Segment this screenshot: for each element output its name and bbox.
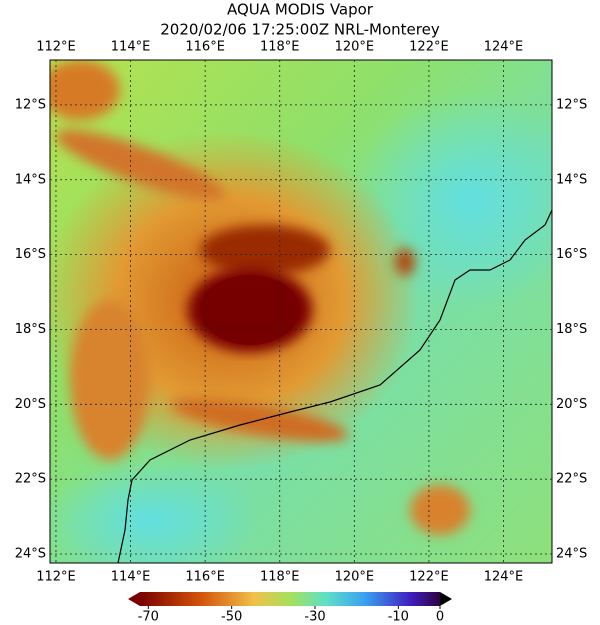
lon-label: 116°E [185,40,225,55]
colorbar [140,592,440,606]
lon-label: 112°E [36,570,76,585]
lat-label: 20°S [556,397,587,412]
lon-label: 124°E [484,570,524,585]
lat-label: 22°S [556,472,587,487]
lon-label: 118°E [260,40,300,55]
colorbar-tick-label: 0 [436,610,444,625]
colorbar-tick-label: -50 [221,610,242,625]
colorbar-tick-label: -30 [304,610,325,625]
subtitle: 2020/02/06 17:25:00Z NRL-Monterey [160,21,440,39]
lon-label: 120°E [335,570,375,585]
lon-label: 122°E [409,40,449,55]
satellite-image [50,60,552,563]
lat-label: 20°S [15,397,46,412]
lat-label: 16°S [556,247,587,262]
lat-label: 18°S [15,322,46,337]
lat-label: 12°S [556,97,587,112]
lon-label: 112°E [36,40,76,55]
colorbar-low-end [128,592,140,606]
title: AQUA MODIS Vapor [227,1,374,19]
lon-label: 116°E [185,570,225,585]
map-frame [49,59,553,564]
lat-label: 14°S [15,172,46,187]
colorbar-tick-label: -10 [388,610,409,625]
lon-label: 122°E [409,570,449,585]
lon-label: 118°E [260,570,300,585]
lon-label: 120°E [335,40,375,55]
lon-label: 114°E [111,40,151,55]
lat-label: 14°S [556,172,587,187]
lat-label: 18°S [556,322,587,337]
lat-label: 12°S [15,97,46,112]
lat-label: 24°S [556,547,587,562]
colorbar-tick-label: -70 [138,610,159,625]
lon-label: 114°E [111,570,151,585]
lat-label: 22°S [15,472,46,487]
lat-label: 16°S [15,247,46,262]
lat-label: 24°S [15,547,46,562]
colorbar-high-end [440,592,452,606]
lon-label: 124°E [484,40,524,55]
